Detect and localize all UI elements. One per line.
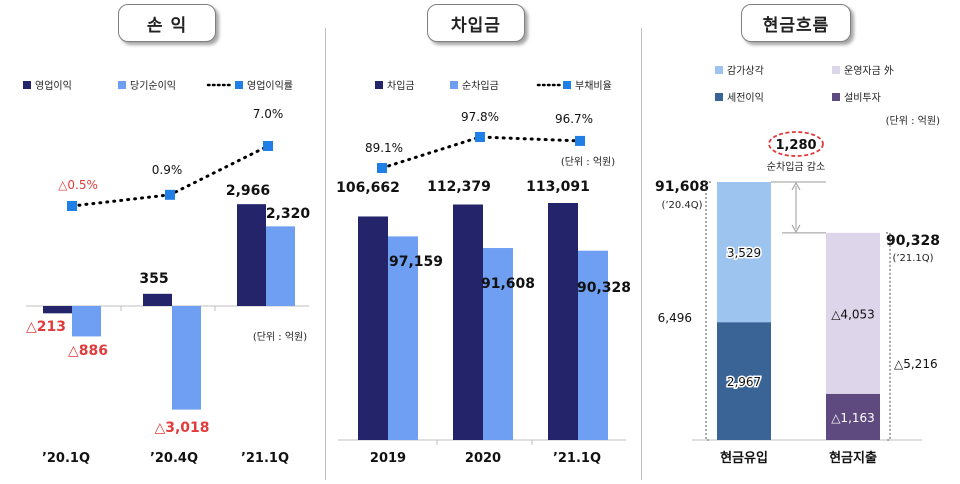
operating-profit-label: 355 (139, 271, 168, 287)
operating-profit-bar (237, 204, 266, 306)
panel-divider-right (641, 28, 642, 480)
net-income-label: △3,018 (154, 420, 209, 436)
panel-divider-left (325, 28, 326, 480)
borrowings-label: 106,662 (336, 180, 400, 196)
net-income-bar (172, 306, 201, 410)
legend-pretax-income-label: 세전이익 (727, 92, 764, 104)
operating-margin-label: 0.9% (152, 163, 183, 177)
legend-working-capital-label: 운영자금 外 (844, 65, 894, 77)
debt-category-label: ’21.1Q (553, 451, 601, 466)
legend-label-borrowings: 차입금 (387, 79, 415, 92)
reduction-arrow-head-down (791, 224, 801, 233)
profit-category-label: ’20.1Q (42, 451, 90, 466)
reduction-ellipse (768, 131, 824, 157)
cashflow-category-label: 현금유입 (720, 450, 768, 466)
borrowings-label: 112,379 (427, 179, 491, 195)
debt-ratio-line (380, 135, 582, 170)
cashflow-category-label: 현금지출 (829, 450, 877, 466)
operating-margin-marker (263, 141, 273, 151)
debt-ratio-marker (575, 135, 585, 146)
debt-ratio-marker (377, 163, 387, 173)
reduction-text: 순차입금 감소 (767, 160, 825, 173)
legend-marker-debt-ratio (563, 81, 571, 89)
operating-margin-marker (165, 189, 175, 200)
legend-label-operating-profit: 영업이익 (35, 79, 72, 92)
legend-depreciation-swatch (715, 66, 723, 74)
net-borrowings-bar (483, 248, 513, 440)
operating-profit-bar (143, 293, 172, 306)
net-borrowings-label: 91,608 (481, 276, 535, 292)
borrowings-bar (358, 216, 388, 440)
inflow-segment (717, 322, 771, 440)
debt-unit-note: (단위 : 억원) (561, 155, 615, 168)
borrowings-bar (453, 204, 483, 440)
cashflow-chart: 감가상각 운영자금 外 세전이익 설비투자 (단위 : 억원) 1,280 순차입금 감소 2… (655, 65, 940, 466)
operating-profit-label: △213 (26, 319, 66, 335)
operating-margin-label: 7.0% (253, 107, 284, 121)
legend-swatch-net-borrowings (450, 81, 458, 89)
debt-ratio-label: 97.8% (461, 110, 499, 124)
net-borrowings-label: 90,328 (577, 280, 631, 296)
inflow-total-label: 6,496 (658, 311, 692, 325)
legend-label-debt-ratio: 부채비율 (575, 80, 612, 92)
outflow-total-label: △5,216 (894, 357, 938, 371)
debt-ratio-marker (475, 132, 485, 142)
net-borrowings-bar (578, 250, 608, 440)
profit-panel-title: 손 익 (118, 4, 216, 42)
reduction-value: 1,280 (775, 138, 816, 153)
debt-panel-title: 차입금 (427, 4, 525, 42)
operating-margin-marker (67, 201, 77, 211)
debt-chart: 차입금 순차입금 부채비율 106,662 97,159 2019 112,379 91,60… (336, 79, 631, 466)
legend-depreciation-label: 감가상각 (727, 65, 764, 77)
reduction-arrow-head-up (791, 181, 801, 191)
start-value: 91,608 (655, 179, 709, 195)
legend-swatch-operating-profit (23, 81, 31, 89)
inflow-segment (717, 182, 771, 323)
operating-profit-label: 2,966 (226, 183, 270, 199)
legend-working-capital-swatch (832, 66, 840, 74)
cashflow-unit-note: (단위 : 억원) (886, 114, 940, 127)
net-income-label: 2,320 (266, 206, 311, 222)
start-period: (’20.4Q) (661, 200, 702, 211)
outflow-total-bracket (886, 232, 891, 441)
legend-pretax-income-swatch (715, 93, 723, 101)
borrowings-bar (548, 203, 578, 440)
legend-marker-operating-margin (235, 81, 243, 89)
debt-category-label: 2020 (465, 451, 501, 466)
outflow-segment (826, 393, 880, 440)
net-borrowings-bar (388, 236, 418, 440)
profit-category-label: ’21.1Q (241, 451, 289, 466)
outflow-segment-label: △4,053 (831, 307, 875, 321)
debt-ratio-label: 96.7% (555, 112, 593, 126)
inflow-total-bracket (705, 181, 711, 441)
legend-label-net-borrowings: 순차입금 (462, 79, 499, 92)
borrowings-label: 113,091 (526, 179, 590, 195)
profit-category-label: ’20.4Q (150, 451, 198, 466)
legend-capex-label: 설비투자 (844, 92, 881, 104)
net-income-label: △886 (68, 343, 108, 359)
inflow-segment-label: 2,967 (727, 375, 761, 389)
profit-chart: 영업이익 당기순이익 영업이익률 △213△886 ’20.1Q 355 △3,018 ’20… (23, 79, 311, 466)
end-value: 90,328 (886, 233, 940, 249)
legend-label-operating-margin: 영업이익률 (247, 79, 293, 92)
legend-swatch-borrowings (375, 81, 383, 89)
legend-swatch-net-income (118, 81, 126, 89)
profit-unit-note: (단위 : 억원) (253, 330, 307, 343)
legend-capex-swatch (832, 93, 840, 101)
operating-margin-label: △0.5% (58, 178, 98, 192)
end-period: (’21.1Q) (892, 253, 933, 264)
net-income-bar (72, 306, 101, 337)
net-borrowings-label: 97,159 (389, 254, 443, 270)
outflow-segment-label: △1,163 (831, 411, 875, 425)
debt-category-label: 2019 (370, 451, 406, 466)
outflow-segment (826, 232, 880, 394)
operating-profit-bar (43, 306, 72, 314)
inflow-segment-label: 3,529 (727, 246, 761, 260)
net-income-bar (266, 226, 295, 306)
cashflow-panel-title: 현금흐름 (741, 4, 851, 42)
legend-label-net-income: 당기순이익 (130, 80, 176, 92)
debt-ratio-label: 89.1% (365, 141, 403, 155)
